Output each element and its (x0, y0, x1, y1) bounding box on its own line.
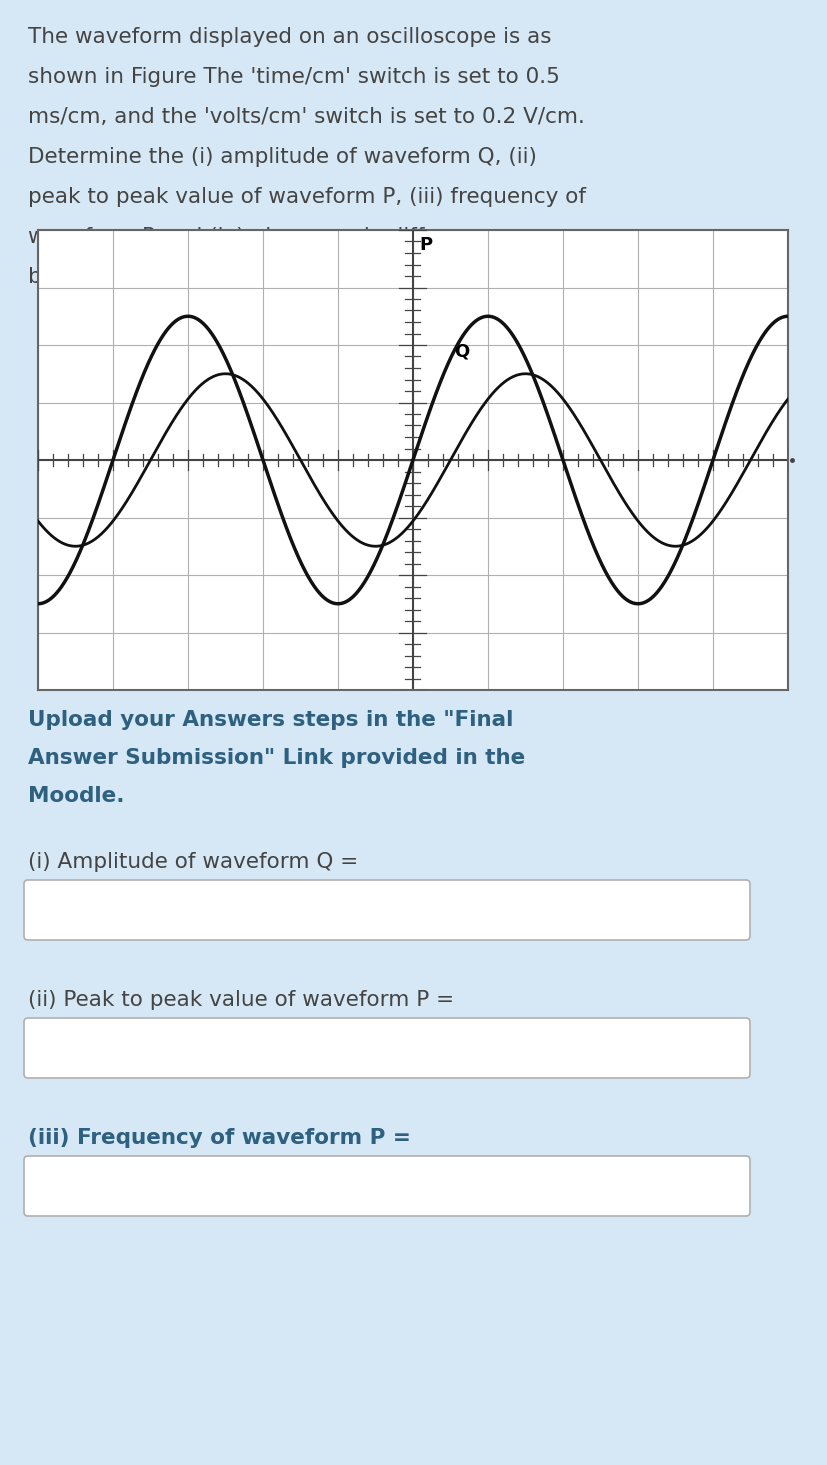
FancyBboxPatch shape (24, 1018, 749, 1078)
Text: Q: Q (454, 343, 469, 360)
FancyBboxPatch shape (24, 1156, 749, 1216)
Text: peak to peak value of waveform P, (iii) frequency of: peak to peak value of waveform P, (iii) … (28, 188, 586, 207)
Text: (i) Amplitude of waveform Q =: (i) Amplitude of waveform Q = (28, 853, 358, 872)
Text: Moodle.: Moodle. (28, 787, 124, 806)
Text: (ii) Peak to peak value of waveform P =: (ii) Peak to peak value of waveform P = (28, 990, 453, 1009)
Text: between P and Q in Degrees.: between P and Q in Degrees. (28, 267, 342, 287)
Text: Upload your Answers steps in the "Final: Upload your Answers steps in the "Final (28, 711, 513, 730)
Text: The waveform displayed on an oscilloscope is as: The waveform displayed on an oscilloscop… (28, 26, 551, 47)
Text: (iii) Frequency of waveform P =: (iii) Frequency of waveform P = (28, 1128, 410, 1149)
Text: P: P (418, 236, 432, 253)
FancyBboxPatch shape (24, 880, 749, 941)
Text: waveform P and (iv) phase angle difference: waveform P and (iv) phase angle differen… (28, 227, 497, 248)
Text: Answer Submission" Link provided in the: Answer Submission" Link provided in the (28, 749, 524, 768)
Text: shown in Figure The 'time/cm' switch is set to 0.5: shown in Figure The 'time/cm' switch is … (28, 67, 559, 86)
Text: Determine the (i) amplitude of waveform Q, (ii): Determine the (i) amplitude of waveform … (28, 146, 536, 167)
Text: ms/cm, and the 'volts/cm' switch is set to 0.2 V/cm.: ms/cm, and the 'volts/cm' switch is set … (28, 107, 584, 127)
